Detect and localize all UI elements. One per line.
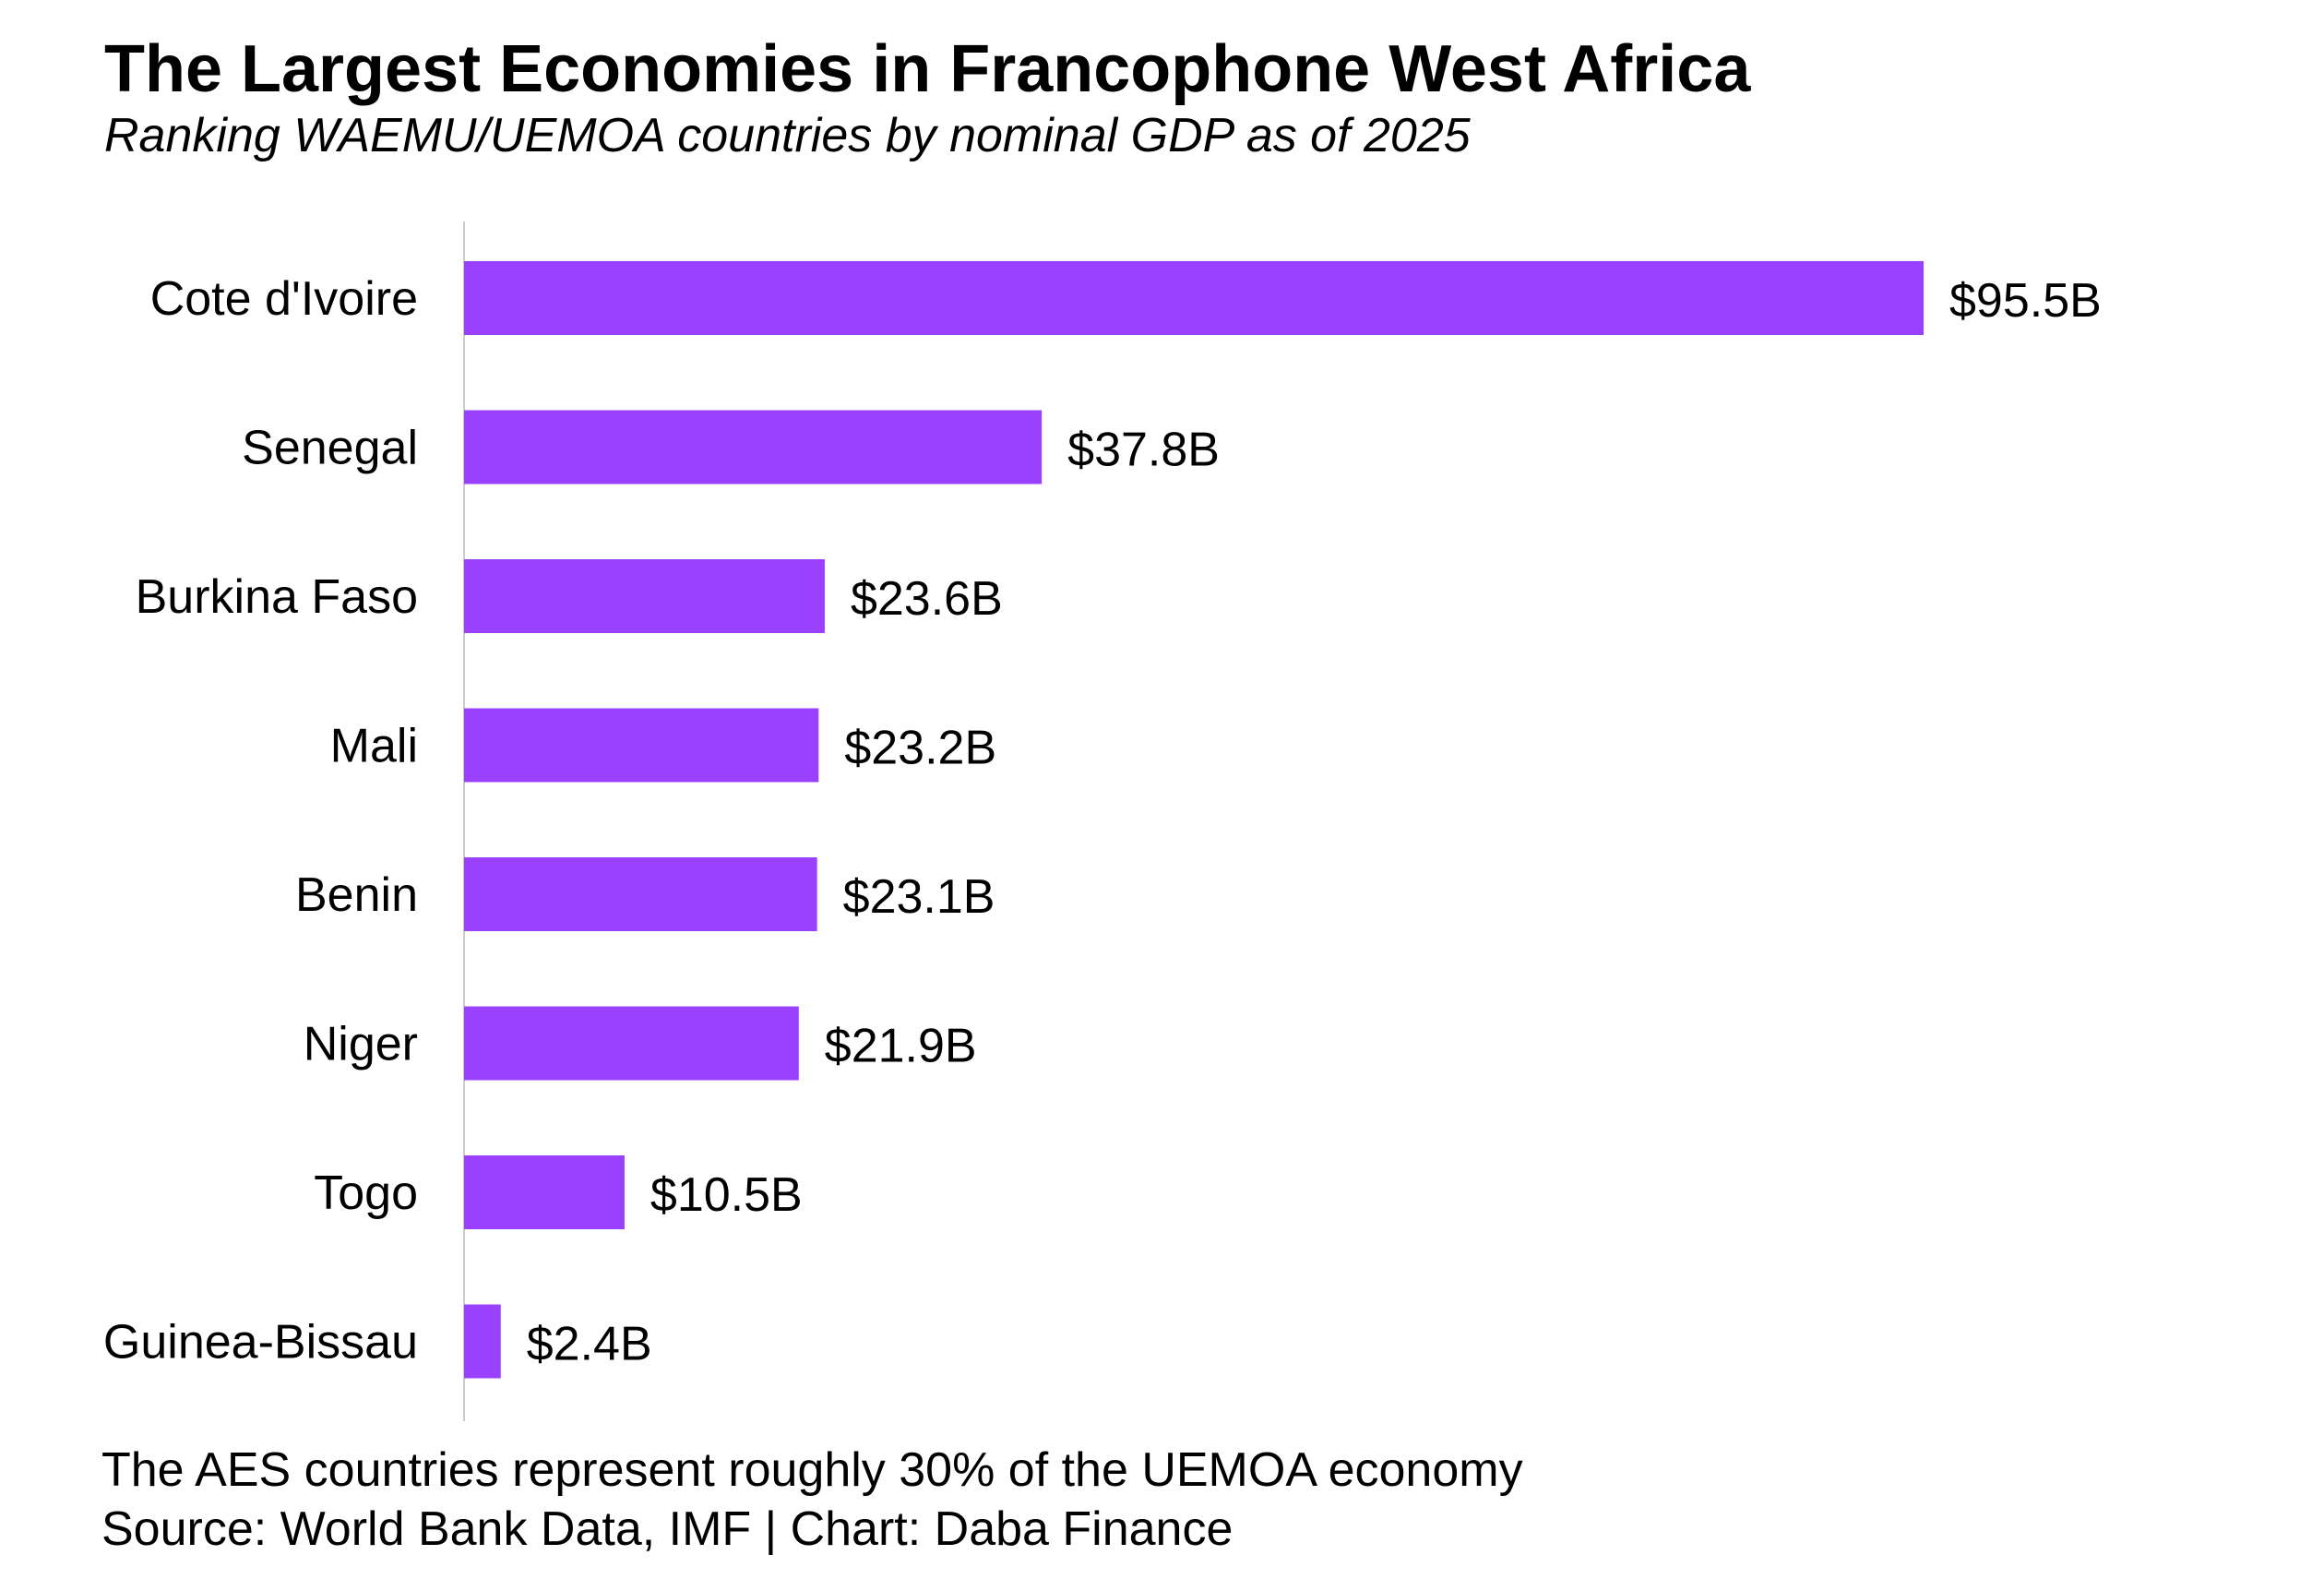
value-label: $2.4B — [527, 1318, 652, 1371]
bar-6 — [464, 1155, 625, 1229]
chart-source: Source: World Bank Data, IMF | Chart: Da… — [101, 1502, 1234, 1556]
value-label: $37.8B — [1067, 424, 1220, 477]
value-label: $10.5B — [650, 1168, 803, 1222]
category-label: Senegal — [242, 422, 418, 475]
value-label: $95.5B — [1949, 274, 2102, 328]
category-label: Mali — [330, 720, 418, 773]
chart-note: The AES countries represent roughly 30% … — [101, 1443, 1523, 1497]
category-label: Cote d'Ivoire — [150, 272, 418, 326]
category-label: Burkina Faso — [136, 570, 418, 624]
value-label: $23.6B — [851, 572, 1003, 626]
value-label: $23.1B — [843, 870, 995, 924]
bar-4 — [464, 857, 817, 931]
category-label: Guinea-Bissau — [103, 1316, 418, 1370]
bar-3 — [464, 708, 819, 783]
value-label: $23.2B — [844, 722, 996, 775]
bar-0 — [464, 261, 1924, 335]
bar-chart: Cote d'Ivoire $95.5B Senegal $37.8B Burkina … — [103, 221, 2102, 1421]
chart-title: The Largest Economies in Francophone Wes… — [104, 32, 1751, 106]
category-label: Togo — [314, 1166, 418, 1220]
bars-group: Cote d'Ivoire $95.5B Senegal $37.8B Burkina … — [103, 261, 2102, 1379]
category-label: Niger — [304, 1018, 418, 1071]
category-label: Benin — [295, 868, 418, 922]
value-label: $21.9B — [825, 1020, 977, 1073]
chart-subtitle: Ranking WAEMU/UEMOA countries by nominal… — [104, 109, 1471, 162]
bar-2 — [464, 559, 825, 633]
bar-1 — [464, 410, 1043, 484]
bar-5 — [464, 1006, 799, 1081]
bar-7 — [464, 1304, 501, 1379]
